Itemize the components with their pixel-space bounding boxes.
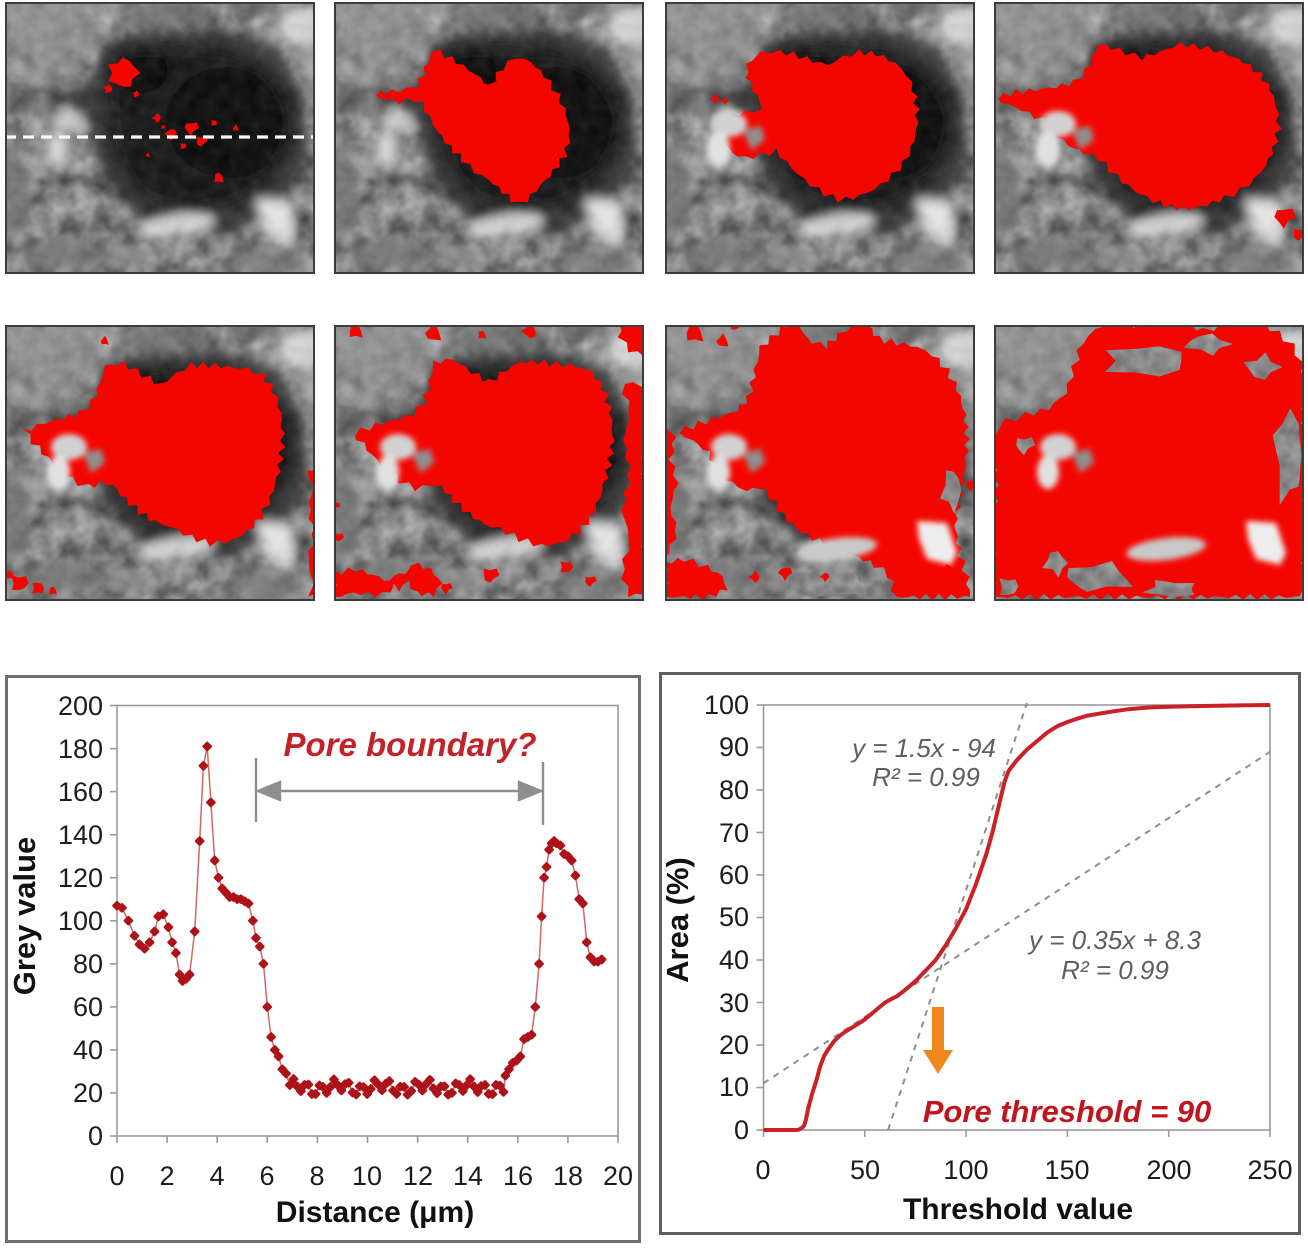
svg-text:100: 100	[704, 690, 749, 720]
svg-text:R² = 0.99: R² = 0.99	[1061, 955, 1169, 985]
svg-text:y = 1.5x - 94: y = 1.5x - 94	[850, 733, 996, 763]
svg-text:0: 0	[88, 1121, 103, 1151]
svg-text:50: 50	[719, 902, 749, 932]
svg-text:160: 160	[58, 777, 103, 807]
svg-text:200: 200	[1146, 1155, 1191, 1185]
svg-text:200: 200	[58, 691, 103, 721]
svg-text:Grey value: Grey value	[7, 837, 42, 996]
svg-text:0: 0	[755, 1155, 770, 1185]
svg-text:12: 12	[403, 1161, 433, 1191]
svg-text:60: 60	[719, 860, 749, 890]
svg-text:y = 0.35x + 8.3: y = 0.35x + 8.3	[1027, 925, 1202, 955]
svg-text:100: 100	[58, 906, 103, 936]
svg-text:90: 90	[719, 732, 749, 762]
svg-text:Pore boundary?: Pore boundary?	[283, 726, 536, 763]
svg-text:10: 10	[719, 1072, 749, 1102]
svg-text:4: 4	[209, 1161, 224, 1191]
svg-text:20: 20	[719, 1030, 749, 1060]
svg-text:140: 140	[58, 820, 103, 850]
svg-text:8: 8	[309, 1161, 324, 1191]
svg-text:250: 250	[1247, 1155, 1292, 1185]
svg-text:R² = 0.99: R² = 0.99	[872, 762, 980, 792]
svg-text:0: 0	[734, 1115, 749, 1145]
svg-text:120: 120	[58, 863, 103, 893]
svg-text:18: 18	[553, 1161, 583, 1191]
svg-text:180: 180	[58, 734, 103, 764]
svg-text:Area (%): Area (%)	[660, 857, 695, 983]
svg-text:150: 150	[1044, 1155, 1089, 1185]
svg-text:60: 60	[73, 992, 103, 1022]
svg-text:80: 80	[73, 949, 103, 979]
svg-text:50: 50	[850, 1155, 880, 1185]
svg-text:2: 2	[159, 1161, 174, 1191]
svg-text:100: 100	[943, 1155, 988, 1185]
svg-text:Pore threshold = 90: Pore threshold = 90	[923, 1094, 1212, 1129]
svg-text:20: 20	[603, 1161, 633, 1191]
svg-text:40: 40	[73, 1035, 103, 1065]
svg-text:10: 10	[352, 1161, 382, 1191]
svg-text:30: 30	[719, 988, 749, 1018]
svg-text:Threshold value: Threshold value	[903, 1193, 1133, 1226]
svg-text:0: 0	[109, 1161, 124, 1191]
svg-text:40: 40	[719, 945, 749, 975]
svg-text:16: 16	[503, 1161, 533, 1191]
svg-text:20: 20	[73, 1078, 103, 1108]
svg-text:Distance (μm): Distance (μm)	[276, 1196, 474, 1229]
svg-text:6: 6	[259, 1161, 274, 1191]
svg-text:80: 80	[719, 775, 749, 805]
svg-text:70: 70	[719, 818, 749, 848]
svg-text:14: 14	[453, 1161, 483, 1191]
